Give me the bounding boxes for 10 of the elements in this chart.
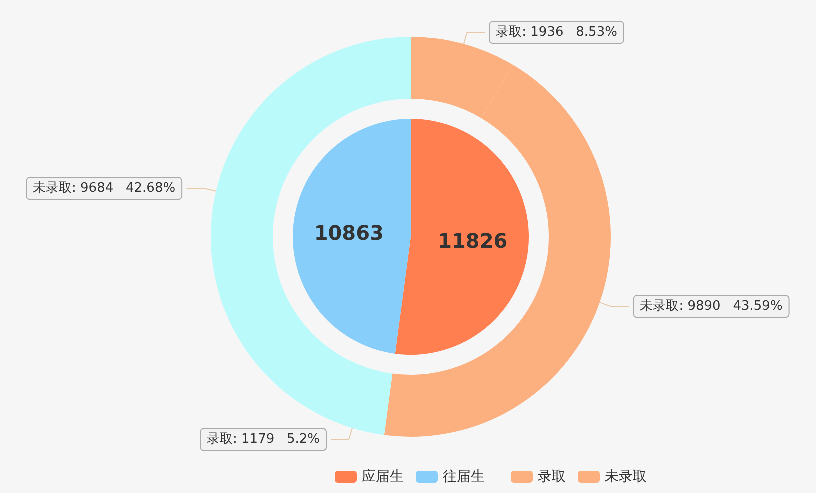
- legend-label: 录取: [538, 469, 566, 485]
- legend-label: 未录取: [605, 469, 647, 485]
- data-label: 10863: [314, 220, 384, 245]
- category-label: 录取: 1179 5.2%: [207, 432, 320, 448]
- data-label: 11826: [438, 229, 508, 254]
- legend-label: 应届生: [362, 469, 404, 485]
- category-label: 未录取: 9684 42.68%: [33, 181, 176, 196]
- category-label: 录取: 1936 8.53%: [496, 25, 618, 40]
- category-label: 未录取: 9890 43.59%: [640, 299, 783, 314]
- legend-label: 往届生: [443, 469, 485, 485]
